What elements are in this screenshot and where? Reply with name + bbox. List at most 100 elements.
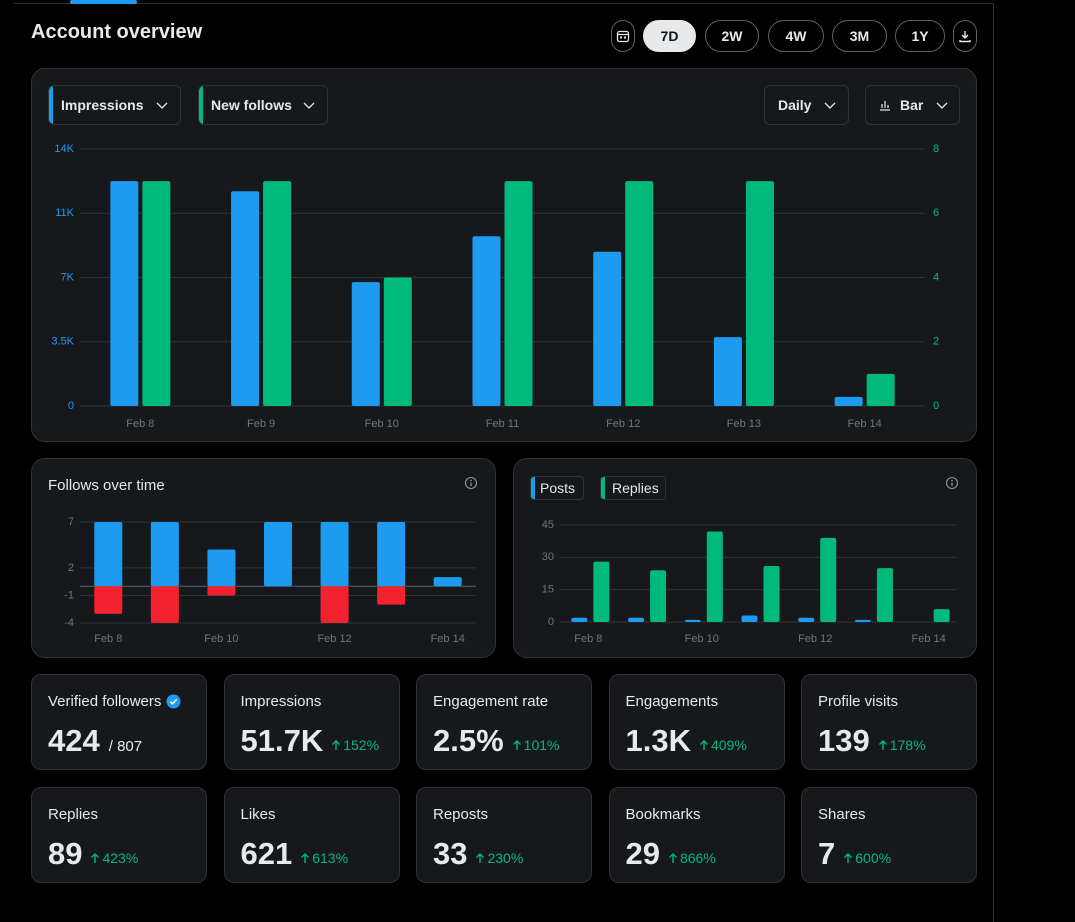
stat-change-value: 152% [343,737,380,753]
stat-change: 600% [843,850,891,866]
stat-card: Engagement rate 2.5% 101% [416,674,592,770]
posts-panel [513,458,977,658]
stat-row: 424 / 807 [48,723,190,759]
up-arrow [699,740,708,750]
tab-indicator [70,0,137,4]
stat-row: 7 600% [818,836,960,872]
stat-change: 409% [699,737,747,753]
metric-dropdown[interactable]: Impressions [48,85,181,125]
stat-label-row: Engagement rate [433,691,575,711]
stat-change: 152% [331,737,379,753]
stat-label: Shares [818,805,866,823]
stat-value: 424 [48,723,100,758]
stat-label-row: Impressions [241,691,383,711]
range-button[interactable]: 3M [832,20,887,52]
series-color [601,477,605,499]
chevron [157,102,168,109]
up-arrow [332,740,341,750]
stat-label-row: Shares [818,804,960,824]
top-border [14,3,993,4]
chevron [825,102,836,109]
stat-card: Reposts 33 230% [416,787,592,883]
stat-change-value: 613% [312,850,349,866]
info-icon[interactable] [464,476,478,490]
stat-value: 139 [818,723,870,758]
stat-label-row: Bookmarks [626,804,768,824]
calendar-button[interactable] [611,20,635,52]
stat-change-value: 409% [710,737,747,753]
up-arrow [878,740,887,750]
stat-label-row: Engagements [626,691,768,711]
stat-row: 51.7K 152% [241,723,383,759]
legend-chip[interactable]: Posts [530,476,584,500]
stat-card: Shares 7 600% [801,787,977,883]
stat-value: 51.7K [240,723,324,758]
stat-label: Engagement rate [433,692,549,710]
download-icon [959,31,971,43]
calendar-icon [616,30,630,43]
stat-row: 2.5% 101% [433,723,575,759]
stat-change: 230% [475,850,523,866]
stat-change: 423% [90,850,138,866]
bar-icon [880,101,890,111]
up-arrow [668,853,677,863]
up-arrow [844,853,853,863]
download-button[interactable] [953,20,977,52]
stat-value: 7 [818,836,836,871]
stat-value: 2.5% [433,723,504,758]
stat-change-value: 423% [102,850,139,866]
series-color [49,86,53,124]
metric-name: New follows [211,97,292,113]
range-button[interactable]: 7D [643,20,696,52]
stat-label-row: Likes [241,804,383,824]
stat-label: Profile visits [818,692,899,710]
stat-label-row: Replies [48,804,190,824]
metric-dropdown[interactable]: New follows [198,85,328,125]
stat-change-value: 178% [889,737,926,753]
stat-label: Likes [240,805,276,823]
legend-label: Replies [612,480,659,496]
stat-change-value: 600% [855,850,892,866]
stat-row: 621 613% [241,836,383,872]
up-arrow [91,853,100,863]
stat-card: Replies 89 423% [31,787,207,883]
chart-style: Bar [900,97,924,113]
stat-value: 89 [48,836,83,871]
interval: Daily [778,97,812,113]
stat-label-row: Profile visits [818,691,960,711]
stat-value: 33 [433,836,468,871]
stat-card: Profile visits 139 178% [801,674,977,770]
stat-row: 89 423% [48,836,190,872]
info-icon[interactable] [945,476,959,490]
legend-label: Posts [540,480,576,496]
range-button[interactable]: 4W [768,20,824,52]
stat-value: 1.3K [625,723,691,758]
stat-label: Impressions [240,692,322,710]
range-button[interactable]: 1Y [895,20,945,52]
stat-change-value: 230% [487,850,524,866]
panel-title: Follows over time [48,477,165,494]
stat-label-row: Reposts [433,804,575,824]
chevron [303,102,315,109]
stat-change: 613% [300,850,348,866]
stat-change: 101% [512,737,560,753]
stat-value: 621 [240,836,293,871]
stat-label: Engagements [625,692,719,710]
stat-change-value: 866% [679,850,716,866]
legend-chip[interactable]: Replies [600,476,666,500]
interval-dropdown[interactable]: Daily [764,85,849,125]
stat-label-row: Verified followers [48,691,190,711]
stat-card: Impressions 51.7K 152% [223,674,400,770]
range-button[interactable]: 2W [705,20,759,52]
stat-card: Engagements 1.3K 409% [608,674,785,770]
stat-change: 178% [878,737,926,753]
stat-total: / 807 [108,738,143,755]
main-chart-panel [31,68,977,442]
side-border [993,3,994,922]
stat-change-value: 101% [523,737,560,753]
metric-name: Impressions [61,97,144,113]
stat-label: Replies [48,805,99,823]
chevron [936,102,948,109]
style-dropdown[interactable]: Bar [865,85,960,125]
